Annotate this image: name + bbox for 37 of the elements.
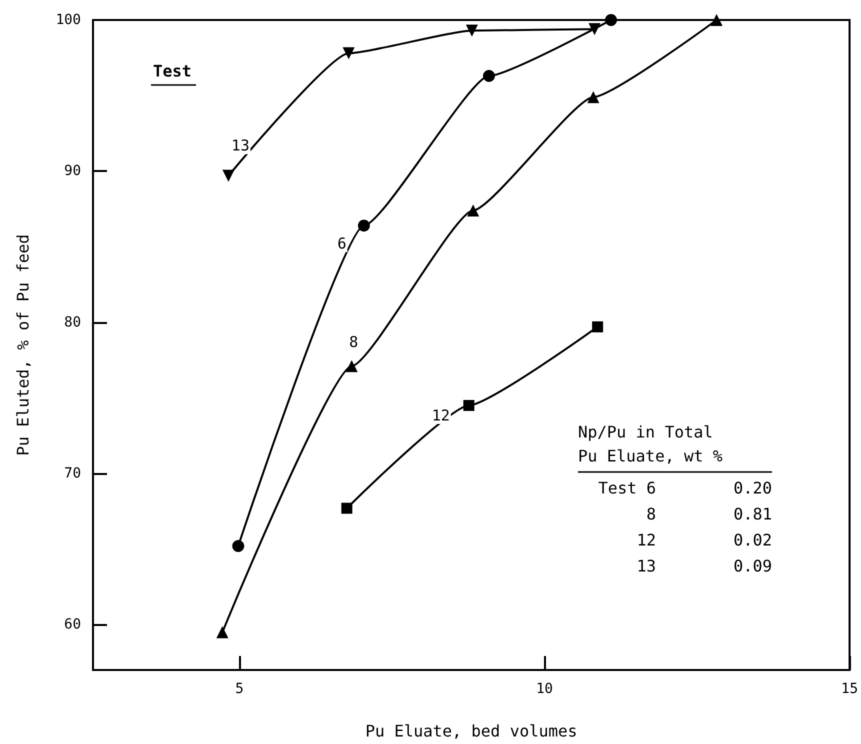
text: 13 0.09 bbox=[636, 556, 772, 576]
point bbox=[358, 220, 370, 232]
x-axis-title: Pu Eluate, bed volumes bbox=[365, 722, 578, 740]
point bbox=[346, 360, 358, 372]
point bbox=[232, 540, 244, 552]
x-tick-label: 10 bbox=[536, 681, 553, 697]
point bbox=[587, 91, 600, 104]
point bbox=[466, 24, 478, 37]
point bbox=[341, 502, 352, 514]
y-tick-label: 100 bbox=[56, 12, 81, 28]
y-tick-label: 80 bbox=[64, 314, 81, 330]
x-tick-label: 15 bbox=[841, 681, 858, 697]
point bbox=[482, 70, 495, 82]
point bbox=[342, 47, 355, 60]
y-tick-label: 70 bbox=[64, 465, 81, 482]
series-label: 12 bbox=[432, 406, 450, 424]
y-axis-title: Pu Eluted, % of Pu feed bbox=[14, 234, 32, 456]
point bbox=[588, 23, 601, 36]
y-tick-label: 60 bbox=[64, 616, 81, 633]
annotation: Np/Pu in Total bbox=[578, 422, 713, 442]
x-tick-label: 5 bbox=[235, 681, 244, 697]
point bbox=[605, 14, 618, 26]
point bbox=[710, 14, 723, 26]
point bbox=[463, 400, 474, 411]
series-label: 6 bbox=[337, 234, 346, 253]
point bbox=[592, 321, 604, 332]
annotation: Test bbox=[153, 62, 192, 80]
series-label: 8 bbox=[349, 333, 358, 352]
text: 12 0.02 bbox=[636, 530, 772, 550]
text: 8 0.81 bbox=[646, 504, 772, 524]
point bbox=[222, 170, 234, 182]
point bbox=[216, 626, 228, 638]
point bbox=[467, 204, 480, 216]
series-label: 13 bbox=[231, 136, 250, 155]
text: Test 6 0.20 bbox=[598, 478, 772, 498]
annotation: Pu Eluate, wt % bbox=[578, 446, 723, 466]
y-tick-label: 90 bbox=[64, 163, 81, 180]
